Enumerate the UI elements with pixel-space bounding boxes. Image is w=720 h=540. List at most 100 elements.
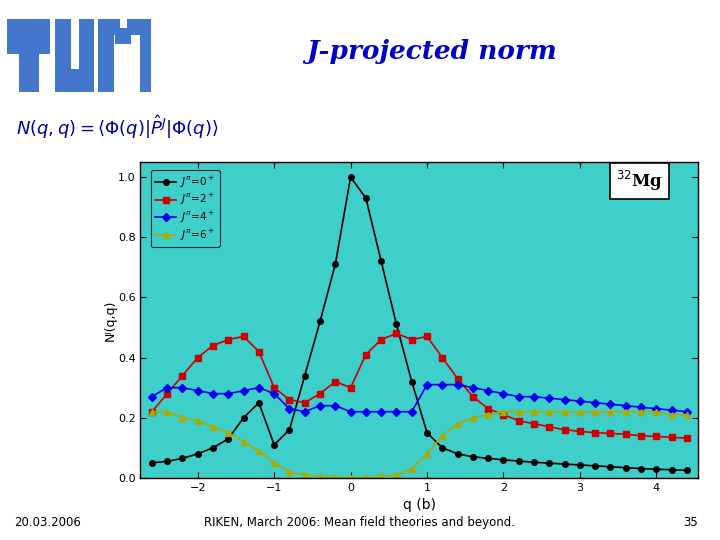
$J^\pi\!=\!6^+$ (438, 433, 446, 439)
$J^\pi\!=\!0^+$ (331, 261, 340, 267)
Bar (7, 19, 50, 54)
$J^\pi\!=\!4^+$ (346, 408, 355, 415)
$J^\pi\!=\!2^+$ (438, 354, 446, 361)
Text: $^{32}$Mg: $^{32}$Mg (616, 169, 663, 193)
$J^\pi\!=\!0^+$ (423, 429, 431, 436)
Legend: $J^\pi\!=\!0^+$, $J^\pi\!=\!2^+$, $J^\pi\!=\!4^+$, $J^\pi\!=\!6^+$: $J^\pi\!=\!0^+$, $J^\pi\!=\!2^+$, $J^\pi… (151, 170, 220, 247)
$J^\pi\!=\!0^+$ (270, 442, 279, 448)
$J^\pi\!=\!6^+$ (361, 474, 370, 481)
$J^\pi\!=\!6^+$ (636, 408, 645, 415)
$J^\pi\!=\!2^+$ (377, 336, 385, 343)
$J^\pi\!=\!2^+$ (591, 429, 600, 436)
Text: $N(q,q) = \langle\Phi(q)|\hat{P}^J|\Phi(q)\rangle$: $N(q,q) = \langle\Phi(q)|\hat{P}^J|\Phi(… (16, 113, 219, 141)
$J^\pi\!=\!4^+$ (484, 387, 492, 394)
Text: 35: 35 (684, 516, 698, 529)
$J^\pi\!=\!4^+$ (300, 408, 309, 415)
Line: $J^\pi\!=\!4^+$: $J^\pi\!=\!4^+$ (149, 382, 690, 415)
$J^\pi\!=\!4^+$ (239, 387, 248, 394)
$J^\pi\!=\!4^+$ (377, 408, 385, 415)
$J^\pi\!=\!6^+$ (300, 471, 309, 478)
$J^\pi\!=\!2^+$ (469, 394, 477, 400)
$J^\pi\!=\!6^+$ (560, 408, 569, 415)
$J^\pi\!=\!6^+$ (270, 460, 279, 466)
$J^\pi\!=\!6^+$ (392, 471, 401, 478)
$J^\pi\!=\!2^+$ (499, 411, 508, 418)
Line: $J^\pi\!=\!6^+$: $J^\pi\!=\!6^+$ (148, 408, 690, 481)
$J^\pi\!=\!0^+$ (606, 463, 615, 470)
$J^\pi\!=\!6^+$ (148, 408, 156, 415)
Bar (55, 69, 94, 92)
$J^\pi\!=\!4^+$ (515, 394, 523, 400)
$J^\pi\!=\!0^+$ (361, 195, 370, 201)
$J^\pi\!=\!6^+$ (621, 408, 630, 415)
$J^\pi\!=\!4^+$ (361, 408, 370, 415)
Bar (98, 19, 120, 35)
$J^\pi\!=\!2^+$ (454, 375, 462, 382)
$J^\pi\!=\!2^+$ (270, 384, 279, 391)
$J^\pi\!=\!6^+$ (683, 411, 691, 418)
$J^\pi\!=\!0^+$ (454, 450, 462, 457)
$J^\pi\!=\!0^+$ (515, 458, 523, 464)
$J^\pi\!=\!0^+$ (163, 458, 171, 464)
Text: 20.03.2006: 20.03.2006 (14, 516, 81, 529)
$J^\pi\!=\!2^+$ (209, 342, 217, 349)
$J^\pi\!=\!6^+$ (285, 469, 294, 475)
$J^\pi\!=\!0^+$ (560, 461, 569, 467)
Bar (115, 28, 131, 44)
X-axis label: q (b): q (b) (403, 498, 436, 512)
Line: $J^\pi\!=\!0^+$: $J^\pi\!=\!0^+$ (149, 174, 690, 473)
$J^\pi\!=\!0^+$ (178, 455, 186, 462)
$J^\pi\!=\!6^+$ (194, 417, 202, 424)
$J^\pi\!=\!6^+$ (178, 415, 186, 421)
$J^\pi\!=\!2^+$ (652, 433, 661, 440)
$J^\pi\!=\!2^+$ (346, 384, 355, 391)
$J^\pi\!=\!0^+$ (148, 460, 156, 466)
$J^\pi\!=\!2^+$ (331, 379, 340, 385)
$J^\pi\!=\!4^+$ (148, 394, 156, 400)
$J^\pi\!=\!2^+$ (255, 348, 264, 355)
$J^\pi\!=\!6^+$ (255, 448, 264, 454)
Bar (98, 19, 114, 92)
$J^\pi\!=\!4^+$ (454, 381, 462, 388)
$J^\pi\!=\!2^+$ (683, 435, 691, 441)
Bar (79, 19, 94, 69)
$J^\pi\!=\!4^+$ (575, 398, 584, 404)
$J^\pi\!=\!0^+$ (239, 415, 248, 421)
$J^\pi\!=\!4^+$ (423, 381, 431, 388)
$J^\pi\!=\!6^+$ (224, 429, 233, 436)
$J^\pi\!=\!0^+$ (285, 427, 294, 433)
$J^\pi\!=\!2^+$ (423, 333, 431, 340)
$J^\pi\!=\!2^+$ (545, 423, 554, 430)
$J^\pi\!=\!6^+$ (209, 423, 217, 430)
$J^\pi\!=\!4^+$ (178, 384, 186, 391)
$J^\pi\!=\!6^+$ (315, 473, 324, 480)
$J^\pi\!=\!0^+$ (545, 460, 554, 467)
$J^\pi\!=\!6^+$ (591, 408, 600, 415)
$J^\pi\!=\!4^+$ (636, 404, 645, 410)
$J^\pi\!=\!6^+$ (423, 450, 431, 457)
$J^\pi\!=\!2^+$ (224, 336, 233, 343)
$J^\pi\!=\!4^+$ (469, 384, 477, 391)
$J^\pi\!=\!6^+$ (484, 411, 492, 418)
$J^\pi\!=\!4^+$ (270, 390, 279, 397)
$J^\pi\!=\!6^+$ (454, 421, 462, 427)
$J^\pi\!=\!0^+$ (469, 454, 477, 460)
$J^\pi\!=\!6^+$ (667, 411, 676, 418)
$J^\pi\!=\!0^+$ (408, 379, 416, 385)
$J^\pi\!=\!4^+$ (255, 384, 264, 391)
Bar (140, 19, 156, 92)
$J^\pi\!=\!4^+$ (194, 387, 202, 394)
$J^\pi\!=\!2^+$ (194, 354, 202, 361)
$J^\pi\!=\!2^+$ (163, 390, 171, 397)
$J^\pi\!=\!2^+$ (239, 333, 248, 340)
$J^\pi\!=\!6^+$ (469, 415, 477, 421)
$J^\pi\!=\!2^+$ (606, 430, 615, 437)
$J^\pi\!=\!4^+$ (438, 381, 446, 388)
Line: $J^\pi\!=\!2^+$: $J^\pi\!=\!2^+$ (148, 330, 690, 442)
$J^\pi\!=\!6^+$ (239, 438, 248, 445)
$J^\pi\!=\!4^+$ (408, 408, 416, 415)
$J^\pi\!=\!6^+$ (408, 465, 416, 472)
Bar (19, 54, 39, 92)
$J^\pi\!=\!2^+$ (560, 427, 569, 433)
$J^\pi\!=\!4^+$ (331, 402, 340, 409)
